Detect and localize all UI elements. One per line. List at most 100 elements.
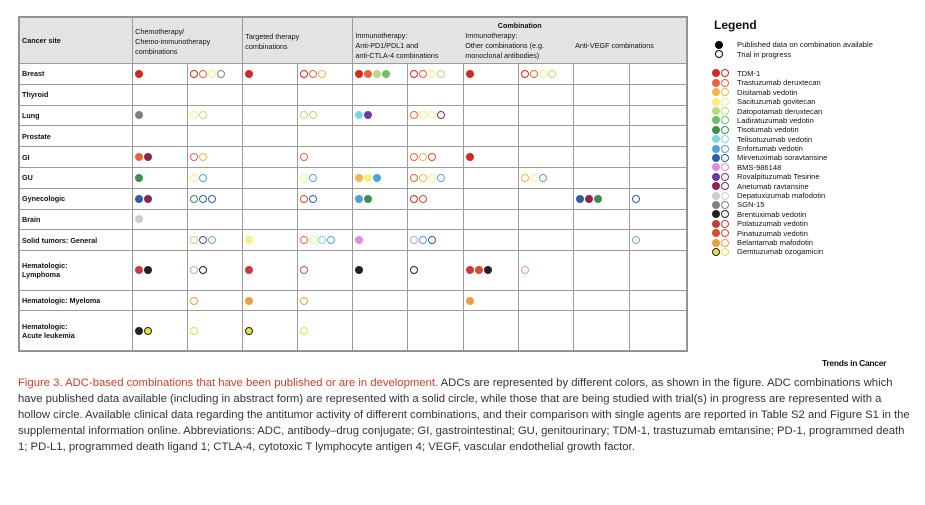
cell-in-progress (628, 208, 688, 231)
cell-in-progress (187, 289, 244, 312)
cell-published (462, 208, 519, 231)
hollow-circle-icon (410, 69, 419, 78)
caption-body: ADCs are represented by different colors… (18, 377, 910, 453)
cell-published (132, 63, 189, 85)
solid-circle-icon (135, 194, 144, 203)
solid-circle-icon (364, 111, 373, 120)
legend-item: Ladiratuzumab vedotin (712, 116, 912, 125)
legend-item: Trastuzumab deruxtecan (712, 78, 912, 87)
cell-published (572, 166, 630, 189)
hollow-circle-icon (410, 173, 419, 182)
hollow-circle-icon (190, 326, 199, 335)
cell-published (572, 229, 630, 252)
hollow-circle-icon (721, 163, 729, 172)
legend: Legend Published data on combination ava… (712, 18, 912, 257)
solid-circle-icon (364, 194, 373, 203)
legend-item: Polatuzumab vedotin (712, 219, 912, 228)
hollow-circle-icon (199, 236, 208, 245)
cell-published (132, 250, 189, 291)
header-immuno-other: Immunotherapy: Other combinations (e.g. … (465, 31, 544, 60)
table-row: GU (18, 166, 688, 189)
hollow-circle-icon (721, 191, 729, 200)
table-row: Hematologic: Acute leukemia (18, 310, 688, 351)
header-targeted: Targeted therapy combinations (242, 17, 354, 64)
solid-circle-icon (584, 194, 593, 203)
solid-circle-icon (712, 116, 720, 125)
hollow-circle-icon (428, 236, 437, 245)
table-row: Gynecologic (18, 187, 688, 210)
cell-published (352, 83, 409, 106)
hollow-circle-icon (721, 78, 729, 87)
solid-circle-icon (373, 69, 382, 78)
hollow-circle-icon (208, 236, 217, 245)
cell-published (242, 310, 299, 351)
row-site-label: Gynecologic (18, 187, 134, 210)
legend-item: Belantamab mafodotin (712, 238, 912, 247)
hollow-circle-icon (410, 236, 419, 245)
cell-published (572, 187, 630, 210)
solid-circle-icon (465, 69, 474, 78)
cell-in-progress (297, 83, 354, 106)
cell-in-progress (407, 187, 464, 210)
table-row: Breast (18, 63, 688, 85)
cell-in-progress (187, 208, 244, 231)
cell-in-progress (628, 187, 688, 210)
table-row: Hematologic: Lymphoma (18, 250, 688, 291)
hollow-circle-icon (721, 125, 729, 134)
solid-circle-icon (715, 40, 723, 49)
hollow-circle-icon (529, 173, 538, 182)
solid-circle-icon (712, 153, 720, 162)
hollow-circle-icon (300, 153, 309, 162)
cell-published (132, 229, 189, 252)
hollow-circle-icon (300, 296, 309, 305)
hollow-circle-icon (428, 173, 437, 182)
hollow-circle-icon (309, 111, 318, 120)
cell-in-progress (297, 104, 354, 127)
hollow-circle-icon (190, 69, 199, 78)
hollow-circle-icon (721, 135, 729, 144)
solid-circle-icon (245, 236, 254, 245)
cell-in-progress (517, 310, 574, 351)
solid-circle-icon (245, 266, 254, 275)
solid-circle-icon (135, 266, 144, 275)
hollow-circle-icon (419, 111, 428, 120)
cell-in-progress (297, 289, 354, 312)
hollow-circle-icon (300, 236, 309, 245)
legend-item: Depatuxizumab mafodotin (712, 191, 912, 200)
hollow-circle-icon (199, 266, 208, 275)
solid-circle-icon (245, 296, 254, 305)
hollow-circle-icon (721, 182, 729, 191)
solid-circle-icon (144, 266, 153, 275)
table-row: Brain (18, 208, 688, 231)
legend-key: Published data on combination available … (712, 40, 912, 59)
cell-in-progress (187, 187, 244, 210)
cell-in-progress (297, 166, 354, 189)
hollow-circle-icon (190, 153, 199, 162)
hollow-circle-icon (419, 153, 428, 162)
cell-published (462, 187, 519, 210)
legend-item: Telisotuzumab vedotin (712, 135, 912, 144)
row-site-label: Hematologic: Lymphoma (18, 250, 134, 291)
hollow-circle-icon (327, 236, 336, 245)
cell-in-progress (407, 63, 464, 85)
cell-in-progress (297, 63, 354, 85)
row-site-label: Hematologic: Myeloma (18, 289, 134, 312)
solid-circle-icon (355, 236, 364, 245)
table-row: Thyroid (18, 83, 688, 106)
cell-published (572, 250, 630, 291)
legend-items: TDM-1 Trastuzumab deruxtecan Disitamab ved… (712, 69, 912, 257)
legend-item: Brentuximab vedotin (712, 210, 912, 219)
solid-circle-icon (135, 69, 144, 78)
solid-circle-icon (355, 69, 364, 78)
hollow-circle-icon (300, 111, 309, 120)
cell-published (352, 310, 409, 351)
cell-published (462, 104, 519, 127)
cell-in-progress (628, 63, 688, 85)
hollow-circle-icon (309, 69, 318, 78)
hollow-circle-icon (309, 173, 318, 182)
hollow-circle-icon (217, 69, 226, 78)
hollow-circle-icon (410, 153, 419, 162)
hollow-circle-icon (631, 194, 640, 203)
solid-circle-icon (712, 107, 720, 116)
legend-item: Tisotumab vedotin (712, 125, 912, 134)
